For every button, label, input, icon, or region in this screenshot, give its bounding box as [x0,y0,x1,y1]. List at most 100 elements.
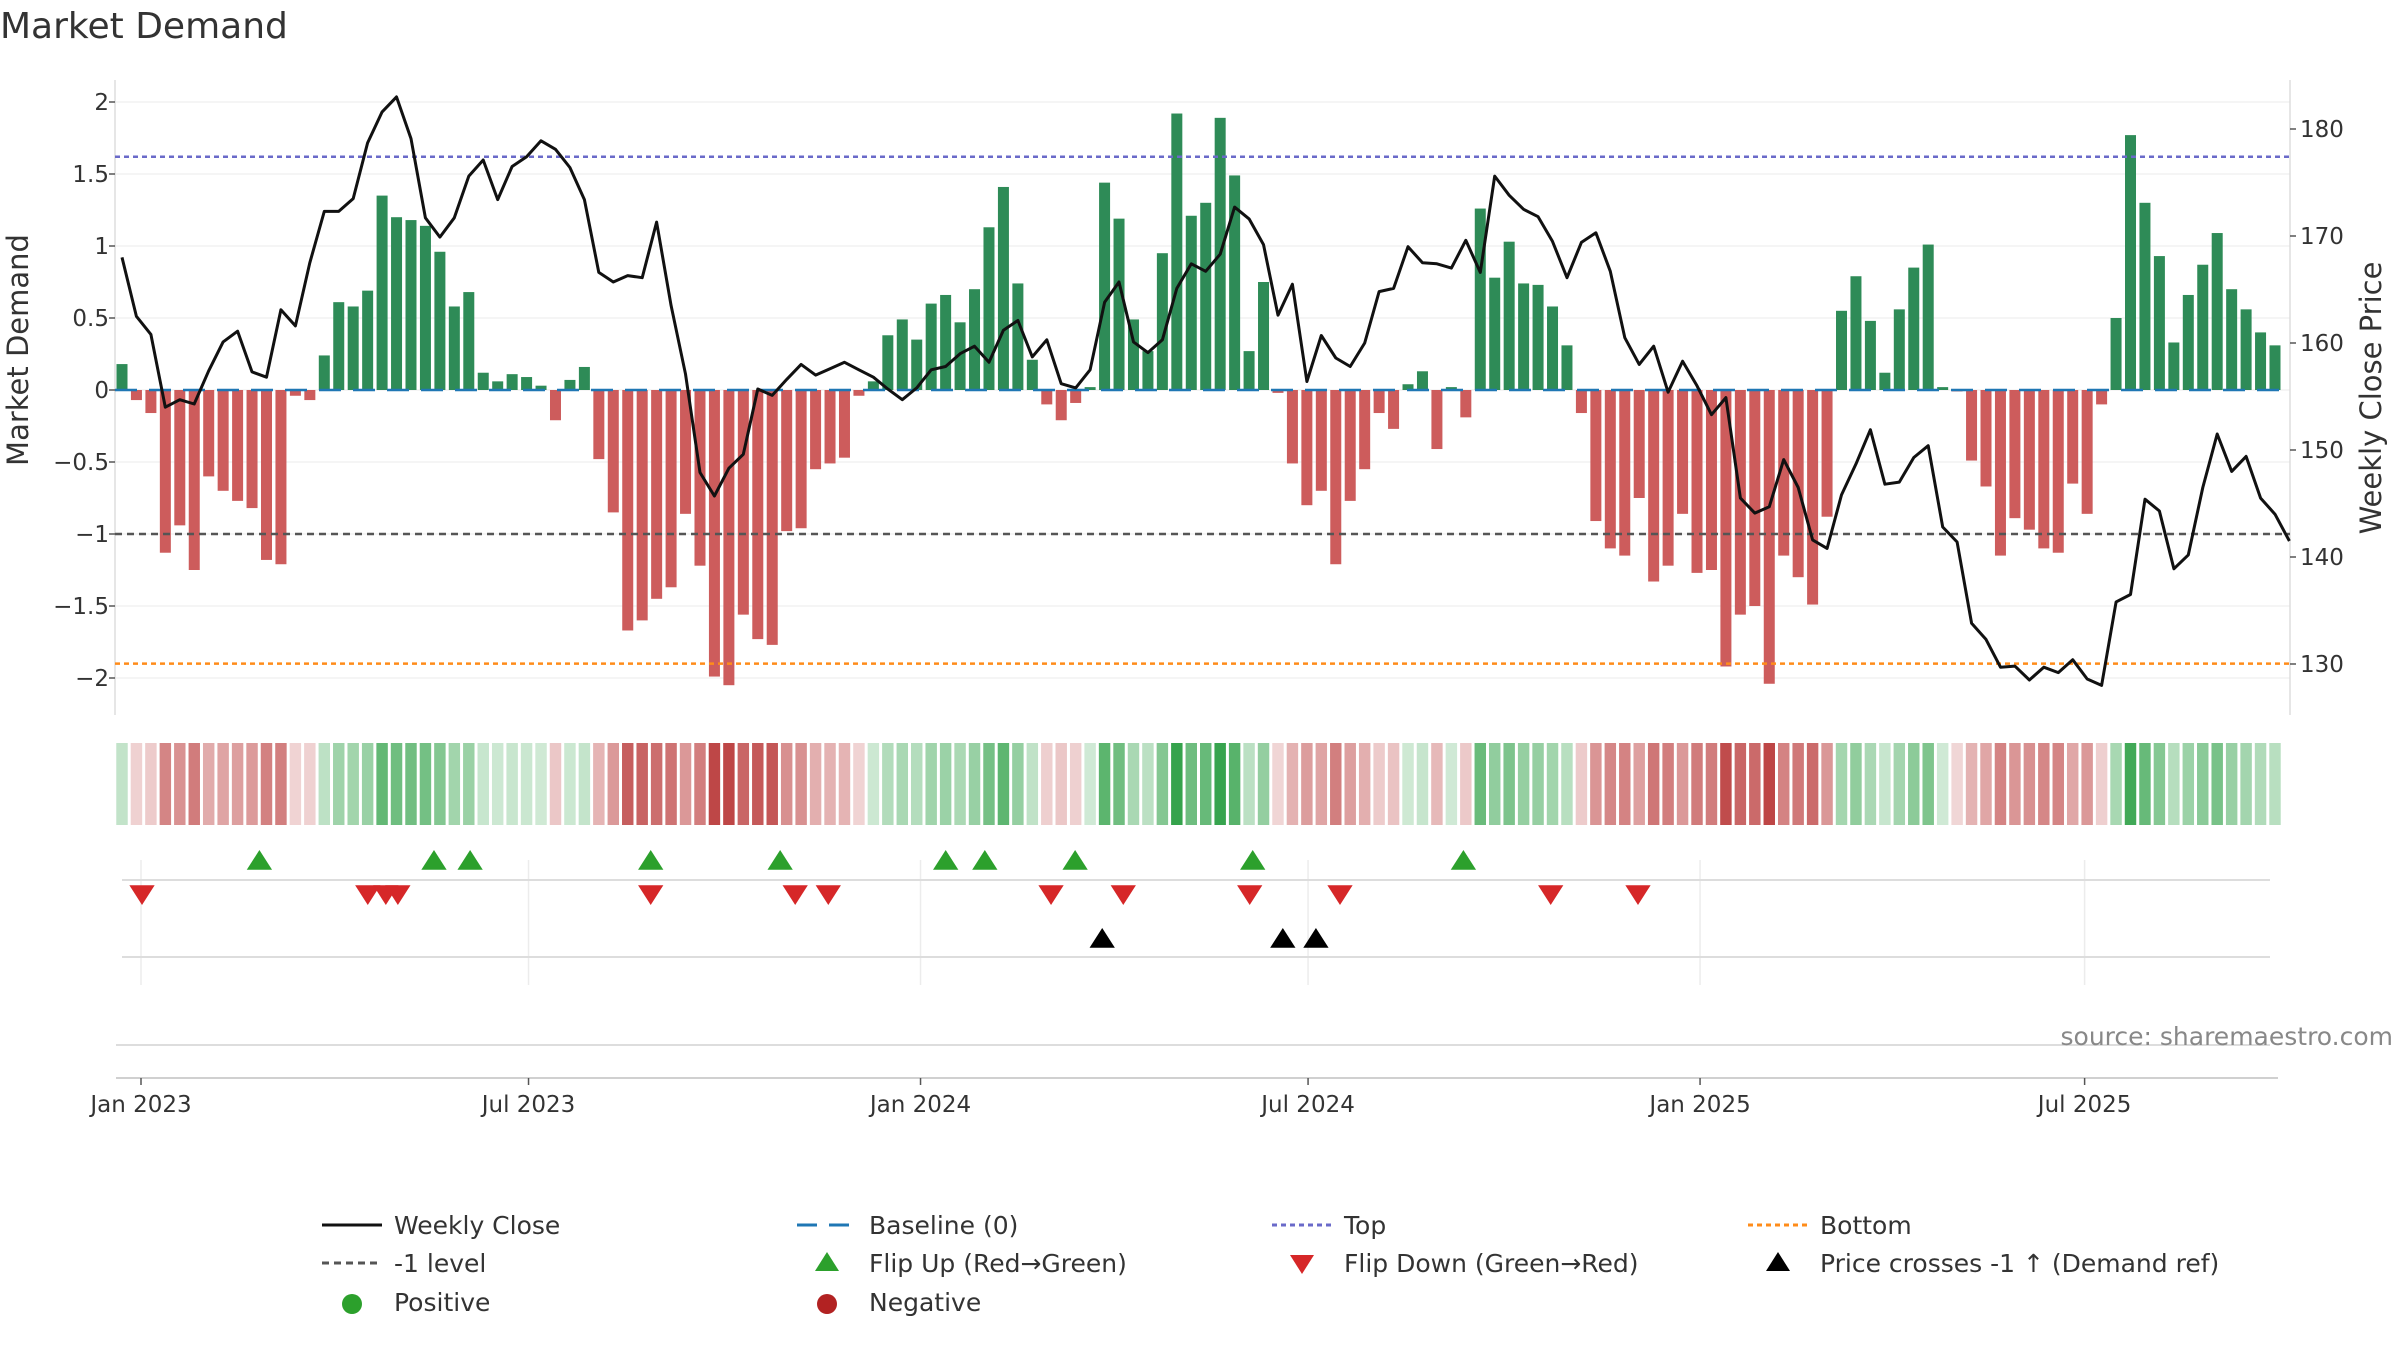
heat-cell [593,743,605,825]
demand-bar [477,372,489,390]
heat-cell [1619,743,1631,825]
flip-down-marker [129,885,155,905]
demand-bar [549,390,561,421]
heat-cell [1604,743,1617,825]
flip-down-marker [1625,885,1651,905]
heat-cell [2153,743,2166,825]
heat-cell [116,743,128,825]
demand-bar [1070,390,1082,403]
legend-label-flip-down: Flip Down (Green→Red) [1344,1249,1639,1278]
price-cross-marker [1270,928,1296,948]
heat-cell [1676,743,1689,825]
demand-bar [1547,306,1559,390]
flip-down-marker [815,885,841,905]
heat-cell [1228,743,1241,825]
demand-bar [362,290,374,390]
heat-cell [824,743,836,825]
demand-bar [1200,202,1212,390]
demand-bar [1922,244,1934,390]
demand-bar [1272,390,1284,393]
heat-cell [1416,743,1429,825]
right-tick-label: 170 [2300,224,2344,250]
demand-bar [448,306,460,390]
heat-cell [1893,743,1906,825]
flip-down-marker [355,885,381,905]
heat-cell [2066,743,2079,825]
legend-swatch-flip-up [815,1252,839,1271]
heat-cell [1561,743,1573,825]
heat-cell [1864,743,1877,825]
demand-bar [1171,113,1183,391]
legend-label-flip-up: Flip Up (Red→Green) [869,1249,1127,1278]
demand-bar [2067,390,2079,484]
demand-bar [867,381,879,390]
heat-cell [2197,743,2209,825]
demand-bar [159,390,171,553]
flip-down-marker [1110,885,1136,905]
demand-bar [1055,390,1067,421]
demand-bar [1734,390,1746,615]
demand-bar [1359,390,1371,470]
demand-bar [1113,218,1125,390]
heat-cell [1113,743,1125,825]
demand-bar [2255,332,2267,390]
demand-bar [246,390,258,509]
legend-label-bottom: Bottom [1820,1211,1912,1240]
heat-cell [520,743,533,825]
demand-bar [2168,342,2180,390]
heat-cell [983,743,995,825]
heat-cell [260,743,273,825]
heat-cell [1041,743,1053,825]
demand-bar [347,306,359,390]
heat-cell [1821,743,1833,825]
heat-cell [2023,743,2036,825]
demand-bar [1937,387,1949,390]
demand-bar [1229,175,1241,390]
heat-cell [2211,743,2223,825]
legend-label-weekly-close: Weekly Close [394,1211,560,1240]
x-tick-label: Jul 2025 [2036,1092,2132,1118]
heat-cell [1055,743,1067,825]
demand-bar [824,390,836,464]
demand-bar [1633,390,1645,498]
demand-bar [969,289,981,390]
heat-cell [1705,743,1718,825]
demand-bar [145,390,157,414]
heat-cell [506,743,518,825]
demand-bar [492,381,504,390]
demand-bar [2052,390,2064,553]
demand-bar [896,319,908,390]
right-tick-label: 150 [2300,438,2344,464]
x-tick-label: Jul 2024 [1259,1092,1355,1118]
demand-bar [1258,282,1270,390]
heat-cell [1546,743,1559,825]
demand-bar [130,390,142,401]
heat-cell [665,743,677,825]
heat-cell [694,743,706,825]
demand-bar [419,225,431,390]
heat-cell [2254,743,2267,825]
demand-bar [1243,351,1255,390]
heat-cell [1387,743,1400,825]
demand-bar [925,303,937,390]
demand-bar [2009,390,2021,519]
demand-bar [1994,390,2006,556]
demand-bar [1012,283,1024,390]
legend-label-price-cross: Price crosses -1 ↑ (Demand ref) [1820,1249,2219,1278]
heat-cell [448,743,461,825]
flip-down-marker [638,885,664,905]
demand-bar [1879,372,1891,390]
heat-cell [882,743,894,825]
demand-bar [2023,390,2035,530]
heat-cell [2168,743,2180,825]
left-tick-label: 1 [94,234,109,260]
demand-bar [578,366,590,390]
legend-label-baseline: Baseline (0) [869,1211,1018,1240]
legend-label-top: Top [1343,1211,1386,1240]
heat-cell [1358,743,1371,825]
demand-bar [1489,277,1501,390]
demand-bar [1431,390,1443,450]
demand-bar [405,220,417,390]
heat-cell [838,743,851,825]
heat-cell [463,743,475,825]
